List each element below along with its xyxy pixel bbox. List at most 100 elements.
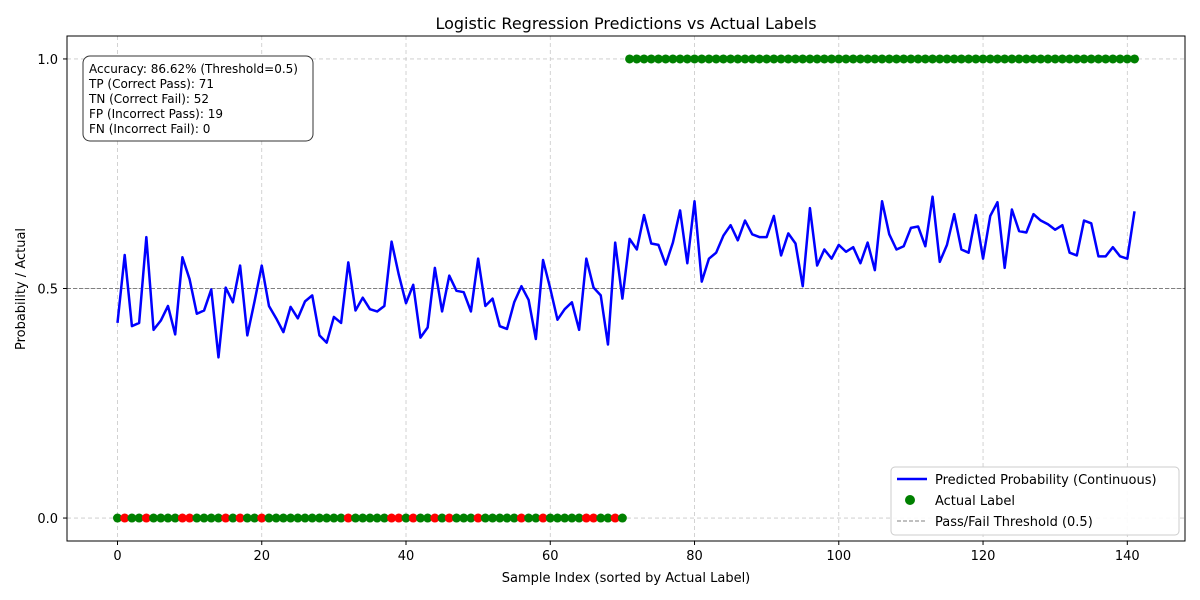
actual-label-point: [307, 513, 317, 523]
actual-label-point: [617, 513, 627, 523]
actual-label-point: [928, 54, 938, 64]
actual-label-point: [134, 513, 144, 523]
actual-label-point: [329, 513, 339, 523]
actual-label-point: [920, 54, 930, 64]
actual-label-point: [264, 513, 274, 523]
actual-label-point: [495, 513, 505, 523]
actual-label-point: [415, 513, 425, 523]
actual-label-point: [372, 513, 382, 523]
actual-label-point: [632, 54, 642, 64]
actual-label-point: [213, 513, 223, 523]
actual-label-point: [322, 513, 332, 523]
actual-label-series: [112, 54, 1140, 523]
actual-label-point: [437, 513, 447, 523]
x-axis-label: Sample Index (sorted by Actual Label): [502, 571, 751, 586]
prediction-series: [116, 195, 1136, 359]
actual-label-point: [769, 54, 779, 64]
actual-label-point: [964, 54, 974, 64]
actual-label-point: [949, 54, 959, 64]
actual-label-point: [1108, 54, 1118, 64]
y-tick-label: 0.0: [37, 512, 58, 527]
actual-label-point-mismatch: [408, 513, 418, 523]
actual-label-point: [985, 54, 995, 64]
x-tick-label: 0: [113, 549, 121, 564]
actual-label-point: [827, 54, 837, 64]
actual-label-point: [646, 54, 656, 64]
actual-label-point: [726, 54, 736, 64]
actual-label-point-mismatch: [235, 513, 245, 523]
actual-label-point: [863, 54, 873, 64]
y-axis-label: Probability / Actual: [14, 228, 29, 350]
annotation-accuracy: Accuracy: 86.62% (Threshold=0.5): [89, 62, 298, 76]
actual-label-point-mismatch: [185, 513, 195, 523]
actual-label-point-mismatch: [394, 513, 404, 523]
actual-label-point: [401, 513, 411, 523]
actual-label-point: [524, 513, 534, 523]
actual-label-point: [733, 54, 743, 64]
actual-label-point-mismatch: [221, 513, 231, 523]
actual-label-point-mismatch: [516, 513, 526, 523]
actual-label-point: [250, 513, 260, 523]
actual-label-point-mismatch: [430, 513, 440, 523]
actual-label-point: [783, 54, 793, 64]
actual-label-point: [1014, 54, 1024, 64]
actual-label-point: [156, 513, 166, 523]
actual-label-point-mismatch: [610, 513, 620, 523]
actual-label-point: [300, 513, 310, 523]
actual-label-point: [747, 54, 757, 64]
legend-label-threshold: Pass/Fail Threshold (0.5): [935, 515, 1093, 530]
actual-label-point: [762, 54, 772, 64]
actual-label-point: [1130, 54, 1140, 64]
actual-label-point: [776, 54, 786, 64]
actual-label-point: [877, 54, 887, 64]
actual-label-point: [841, 54, 851, 64]
actual-label-point: [704, 54, 714, 64]
actual-label-point: [992, 54, 1002, 64]
actual-label-point: [711, 54, 721, 64]
actual-label-point: [574, 513, 584, 523]
actual-label-point: [351, 513, 361, 523]
actual-label-point: [942, 54, 952, 64]
actual-label-point-mismatch: [589, 513, 599, 523]
actual-label-point-mismatch: [141, 513, 151, 523]
actual-label-point: [1072, 54, 1082, 64]
x-tick-label: 80: [686, 549, 703, 564]
actual-label-point: [682, 54, 692, 64]
actual-label-point-mismatch: [387, 513, 397, 523]
actual-label-point: [754, 54, 764, 64]
chart-title: Logistic Regression Predictions vs Actua…: [435, 14, 816, 33]
actual-label-point: [1000, 54, 1010, 64]
actual-label-point: [242, 513, 252, 523]
actual-label-point: [149, 513, 159, 523]
actual-label-point: [906, 54, 916, 64]
actual-label-point: [834, 54, 844, 64]
legend: Predicted Probability (Continuous) Actua…: [890, 466, 1180, 536]
actual-label-point: [545, 513, 555, 523]
actual-label-point: [509, 513, 519, 523]
actual-label-point: [459, 513, 469, 523]
actual-label-point: [199, 513, 209, 523]
actual-label-point: [1101, 54, 1111, 64]
actual-label-point: [379, 513, 389, 523]
actual-label-point: [488, 513, 498, 523]
actual-label-point-mismatch: [120, 513, 130, 523]
actual-label-point: [812, 54, 822, 64]
actual-label-point: [560, 513, 570, 523]
x-tick-label: 40: [398, 549, 415, 564]
actual-label-point: [1115, 54, 1125, 64]
actual-label-point: [314, 513, 324, 523]
actual-label-point: [365, 513, 375, 523]
legend-label-prediction: Predicted Probability (Continuous): [935, 473, 1157, 488]
actual-label-point: [661, 54, 671, 64]
actual-label-point-mismatch: [444, 513, 454, 523]
actual-label-point: [163, 513, 173, 523]
actual-label-point: [1122, 54, 1132, 64]
actual-label-point: [740, 54, 750, 64]
actual-label-point: [336, 513, 346, 523]
actual-label-point: [1065, 54, 1075, 64]
stats-annotation-box: Accuracy: 86.62% (Threshold=0.5) TP (Cor…: [82, 55, 314, 142]
actual-label-point: [653, 54, 663, 64]
x-tick-label: 60: [542, 549, 559, 564]
actual-label-point: [531, 513, 541, 523]
actual-label-point: [819, 54, 829, 64]
